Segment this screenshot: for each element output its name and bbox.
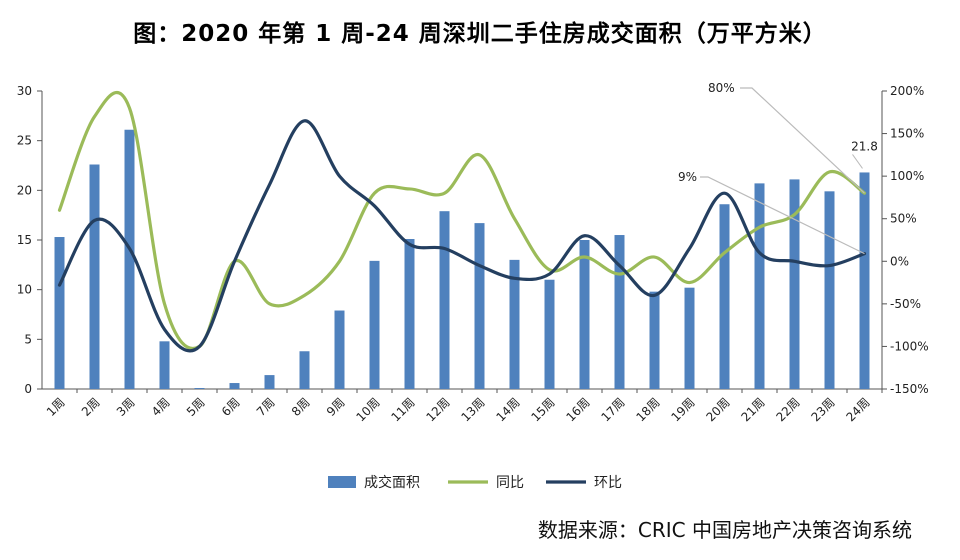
legend-mom-label: 环比 — [594, 475, 622, 491]
bar — [89, 164, 100, 389]
bar — [404, 239, 415, 389]
bar-series — [54, 129, 870, 390]
x-tick-label: 21周 — [738, 395, 767, 424]
annotation-yoy-leader — [740, 87, 865, 194]
annotation-mom-label: 9% — [678, 170, 697, 184]
bar — [789, 179, 800, 389]
bar — [334, 310, 345, 389]
x-tick-label: 5周 — [184, 395, 208, 419]
legend-bar-label: 成交面积 — [364, 474, 420, 491]
x-tick-label: 11周 — [388, 395, 417, 424]
annotation-bar-label: 21.8 — [851, 139, 878, 153]
left-tick-label: 20 — [17, 183, 32, 197]
line-series — [57, 90, 867, 353]
bar — [719, 204, 730, 389]
right-tick-label: -100% — [890, 339, 929, 353]
mom-line — [57, 119, 867, 353]
right-tick-label: 150% — [890, 127, 924, 141]
x-tick-label: 4周 — [149, 395, 173, 419]
x-tick-label: 17周 — [598, 395, 627, 424]
x-tick-label: 6周 — [219, 395, 243, 419]
x-tick-label: 19周 — [668, 395, 697, 424]
x-tick-label: 20周 — [703, 395, 732, 424]
annotation-yoy-label: 80% — [708, 81, 735, 95]
annotation-mom-leader — [700, 176, 865, 255]
x-tick-label: 3周 — [114, 395, 138, 419]
left-tick-label: 0 — [24, 382, 32, 396]
left-tick-label: 10 — [17, 283, 32, 297]
left-tick-label: 5 — [24, 332, 32, 346]
right-tick-label: 50% — [890, 212, 917, 226]
bar — [649, 291, 660, 389]
annotations: 80% 9% 21.8 — [678, 81, 878, 255]
x-tick-label: 9周 — [324, 395, 348, 419]
legend-bar-swatch — [328, 476, 356, 488]
bar — [859, 172, 870, 389]
x-tick-label: 1周 — [44, 395, 68, 419]
bar — [194, 388, 205, 389]
source-note: 数据来源：CRIC 中国房地产决策咨询系统 — [537, 518, 912, 542]
annotation-bar-leader — [852, 154, 863, 169]
x-tick-label: 7周 — [254, 395, 278, 419]
x-tick-label: 15周 — [528, 395, 557, 424]
legend: 成交面积 同比 环比 — [328, 474, 622, 491]
bar — [124, 129, 135, 390]
yoy-line — [57, 90, 867, 351]
x-tick-label: 22周 — [773, 395, 802, 424]
bar — [754, 183, 765, 389]
bar — [439, 211, 450, 389]
bar — [474, 223, 485, 389]
left-tick-label: 30 — [17, 84, 32, 98]
chart-title: 图：2020 年第 1 周-24 周深圳二手住房成交面积（万平方米） — [133, 21, 827, 47]
x-tick-label: 2周 — [79, 395, 103, 419]
bar — [509, 259, 520, 389]
x-tick-label: 8周 — [289, 395, 313, 419]
right-tick-label: 0% — [890, 254, 909, 268]
bar — [824, 191, 835, 389]
bar — [684, 287, 695, 389]
x-tick-label: 16周 — [563, 395, 592, 424]
x-tick-label: 18周 — [633, 395, 662, 424]
x-tick-label: 12周 — [423, 395, 452, 424]
x-tick-label: 13周 — [458, 395, 487, 424]
bar — [54, 237, 65, 389]
right-tick-label: -50% — [890, 297, 921, 311]
bar — [544, 279, 555, 389]
x-tick-label: 23周 — [808, 395, 837, 424]
bar — [229, 383, 240, 389]
left-tick-label: 15 — [17, 233, 32, 247]
x-tick-label: 24周 — [843, 395, 872, 424]
bar — [159, 341, 170, 389]
bar — [299, 351, 310, 389]
bar — [369, 260, 380, 389]
right-tick-label: -150% — [890, 382, 929, 396]
legend-yoy-label: 同比 — [496, 475, 524, 491]
x-tick-label: 14周 — [493, 395, 522, 424]
bar — [579, 240, 590, 389]
bar — [614, 235, 625, 389]
right-tick-label: 100% — [890, 169, 924, 183]
x-tick-label: 10周 — [353, 395, 382, 424]
left-tick-label: 25 — [17, 134, 32, 148]
right-tick-label: 200% — [890, 84, 924, 98]
bar — [264, 375, 275, 389]
